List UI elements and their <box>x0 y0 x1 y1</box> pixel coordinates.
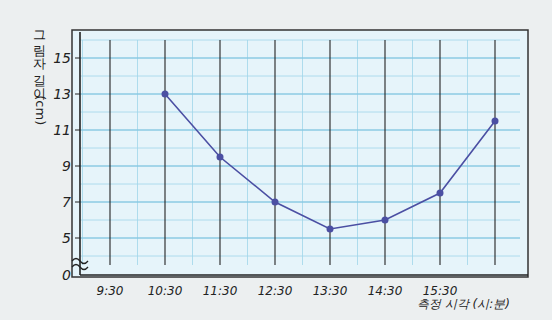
minor-grid <box>247 40 248 265</box>
minor-grid <box>412 40 413 265</box>
x-tick-label: 11:30 <box>203 284 238 298</box>
x-tick-label: 12:30 <box>258 284 293 298</box>
grid-line <box>494 40 495 265</box>
y-tick-label: 5 <box>62 230 71 246</box>
minor-grid <box>80 184 520 185</box>
grid-line <box>80 166 520 167</box>
minor-grid <box>357 40 358 265</box>
point <box>272 199 279 206</box>
minor-grid <box>80 58 520 59</box>
grid-line <box>384 40 385 265</box>
y-tick-label: 11 <box>53 122 71 138</box>
x-axis <box>80 274 528 276</box>
minor-grid <box>80 76 520 77</box>
minor-grid <box>467 40 468 265</box>
grid-line <box>80 238 520 239</box>
grid-line <box>80 94 520 95</box>
point <box>217 154 224 161</box>
minor-grid <box>80 130 520 131</box>
grid-line <box>164 40 165 265</box>
tick <box>75 238 80 239</box>
grid-line <box>274 40 275 265</box>
minor-grid <box>192 40 193 265</box>
grid-line <box>439 40 440 265</box>
y-axis <box>79 32 81 275</box>
minor-grid <box>80 112 520 113</box>
minor-grid <box>80 202 520 203</box>
axis-break <box>72 259 88 270</box>
point <box>327 226 334 233</box>
x-tick-label: 15:30 <box>423 284 458 298</box>
minor-grid <box>80 256 520 257</box>
tick <box>75 166 80 167</box>
point <box>492 118 499 125</box>
y-tick-label: 15 <box>53 50 71 66</box>
tick <box>75 58 80 59</box>
minor-grid <box>80 220 520 221</box>
tick <box>75 202 80 203</box>
minor-grid <box>80 148 520 149</box>
y-axis-label: 그림자 길이 (cm) <box>33 22 48 125</box>
y-tick-label: 13 <box>53 86 71 102</box>
minor-grid <box>80 94 520 95</box>
line <box>165 94 495 229</box>
x-axis-label: 측정 시각 (시:분) <box>417 297 510 311</box>
grid-line <box>80 58 520 59</box>
point <box>382 217 389 224</box>
grid-line <box>80 202 520 203</box>
grid-line <box>80 130 520 131</box>
minor-grid <box>80 238 520 239</box>
chart: 5 7 9 11 13 15 0 9:30 10:30 11:30 12:30 13:30 14:30 1… <box>0 0 552 320</box>
grid-line <box>109 40 110 265</box>
paper <box>72 30 528 277</box>
tick <box>75 94 80 95</box>
minor-grid <box>82 40 83 265</box>
x-tick-label: 13:30 <box>313 284 348 298</box>
tick <box>75 130 80 131</box>
grid <box>80 40 520 265</box>
series <box>162 91 499 233</box>
x-tick-label: 10:30 <box>148 284 183 298</box>
grid-line <box>219 40 220 265</box>
x-tick-label: 14:30 <box>368 284 403 298</box>
minor-grid <box>137 40 138 265</box>
y-tick-label: 7 <box>62 194 71 210</box>
x-tick-label: 9:30 <box>97 284 124 298</box>
minor-grid <box>80 166 520 167</box>
minor-grid <box>80 40 520 41</box>
minor-grid <box>302 40 303 265</box>
point <box>437 190 444 197</box>
y-tick-label: 9 <box>62 158 71 174</box>
point <box>162 91 169 98</box>
y-origin-label: 0 <box>62 267 71 283</box>
